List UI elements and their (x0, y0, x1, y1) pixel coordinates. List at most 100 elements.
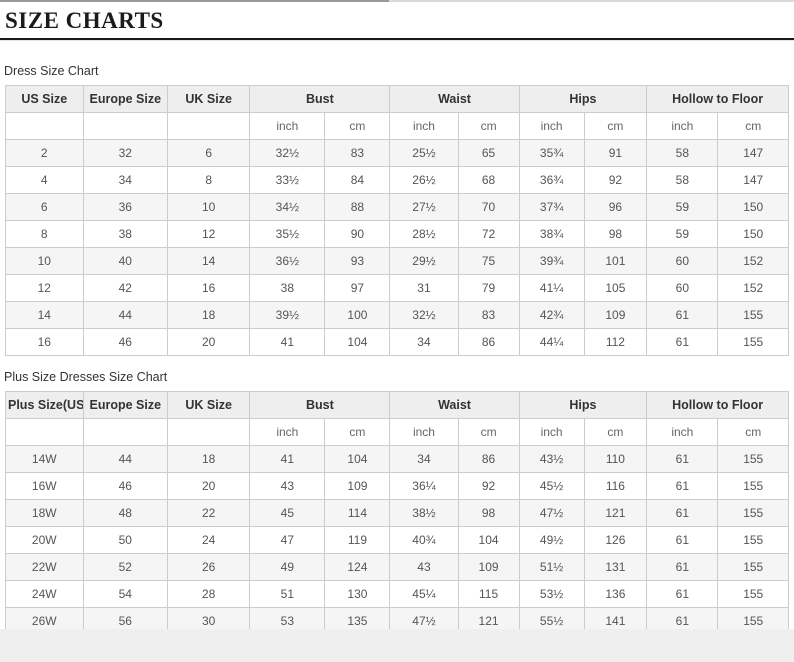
table-cell: 88 (324, 193, 391, 221)
table-cell: 50 (82, 526, 169, 554)
plus-size-chart-section: Plus Size Dresses Size Chart Plus Size(U… (0, 370, 794, 635)
table-cell: 109 (457, 553, 520, 581)
table-cell: 150 (717, 193, 789, 221)
table-cell: 31 (389, 274, 459, 302)
table-cell: 61 (646, 328, 719, 356)
column-header: UK Size (167, 391, 251, 419)
table-cell: 46 (82, 472, 169, 500)
table-cell: 52 (82, 553, 169, 581)
table-cell: 44 (82, 301, 169, 329)
table-cell: 48 (82, 499, 169, 527)
dress-chart-caption: Dress Size Chart (4, 64, 99, 78)
table-cell: 12 (167, 220, 251, 248)
table-cell: 36 (82, 193, 169, 221)
table-cell: 47 (249, 526, 326, 554)
table-cell: 47½ (518, 499, 585, 527)
table-cell: 25½ (389, 139, 459, 167)
table-cell: 38 (82, 220, 169, 248)
table-cell: 42¾ (518, 301, 585, 329)
column-header: Europe Size (82, 391, 169, 419)
table-cell: 40¾ (389, 526, 459, 554)
table-cell: 33½ (249, 166, 326, 194)
column-header: Hollow to Floor (646, 85, 789, 113)
table-row: 4 34 8 33½ 84 26½ 68 36¾ 92 58 147 (5, 166, 789, 194)
empty-header-cell (5, 112, 84, 140)
top-divider (0, 0, 794, 2)
table-cell: 42 (82, 274, 169, 302)
table-cell: 18W (5, 499, 84, 527)
table-cell: 124 (324, 553, 391, 581)
table-cell: 96 (583, 193, 648, 221)
table-cell: 16 (5, 328, 84, 356)
table-cell: 34 (82, 166, 169, 194)
column-header: Waist (389, 391, 520, 419)
table-cell: 12 (5, 274, 84, 302)
table-cell: 34 (389, 445, 459, 473)
table-cell: 155 (717, 472, 789, 500)
table-cell: 131 (583, 553, 648, 581)
empty-header-cell (167, 418, 251, 446)
empty-header-cell (82, 112, 169, 140)
table-cell: 61 (646, 553, 719, 581)
title-underline (0, 38, 794, 41)
table-cell: 60 (646, 247, 719, 275)
table-cell: 155 (717, 580, 789, 608)
table-cell: 38 (249, 274, 326, 302)
column-header: Bust (249, 85, 391, 113)
table-cell: 28 (167, 580, 251, 608)
table-cell: 32½ (389, 301, 459, 329)
table-cell: 2 (5, 139, 84, 167)
table-cell: 43 (389, 553, 459, 581)
table-cell: 72 (457, 220, 520, 248)
dress-size-chart-table: US Size Europe Size UK Size Bust Waist Hips Ho… (5, 85, 789, 356)
table-row: 24W 54 28 51 130 45¼ 115 53½ 136 61 155 (5, 580, 789, 608)
table-cell: 18 (167, 445, 251, 473)
table-cell: 109 (324, 472, 391, 500)
table-cell: 24W (5, 580, 84, 608)
table-cell: 155 (717, 553, 789, 581)
table-row: 16W 46 20 43 109 36¼ 92 45½ 116 61 155 (5, 472, 789, 500)
table-cell: 155 (717, 328, 789, 356)
plus-chart-caption: Plus Size Dresses Size Chart (4, 370, 168, 384)
unit-header: inch (389, 418, 459, 446)
table-cell: 39¾ (518, 247, 585, 275)
unit-header: inch (646, 112, 719, 140)
table-cell: 18 (167, 301, 251, 329)
table-cell: 6 (5, 193, 84, 221)
table-cell: 16 (167, 274, 251, 302)
unit-header: cm (583, 112, 648, 140)
table-cell: 92 (583, 166, 648, 194)
table-cell: 37¾ (518, 193, 585, 221)
table-cell: 27½ (389, 193, 459, 221)
table-cell: 112 (583, 328, 648, 356)
dress-size-chart-section: Dress Size Chart US Size Europe Size UK Si… (0, 64, 794, 356)
table-cell: 92 (457, 472, 520, 500)
table-cell: 59 (646, 193, 719, 221)
table-cell: 49 (249, 553, 326, 581)
unit-header: inch (249, 112, 326, 140)
empty-header-cell (5, 418, 84, 446)
table-cell: 68 (457, 166, 520, 194)
table-cell: 86 (457, 445, 520, 473)
table-cell: 35½ (249, 220, 326, 248)
table-cell: 20W (5, 526, 84, 554)
table-cell: 53½ (518, 580, 585, 608)
table-cell: 43½ (518, 445, 585, 473)
unit-header: cm (324, 418, 391, 446)
table-cell: 84 (324, 166, 391, 194)
table-cell: 121 (583, 499, 648, 527)
table-cell: 147 (717, 166, 789, 194)
table-cell: 16W (5, 472, 84, 500)
table-cell: 61 (646, 580, 719, 608)
column-header: Hips (518, 85, 648, 113)
table-cell: 115 (457, 580, 520, 608)
table-cell: 20 (167, 328, 251, 356)
table-cell: 98 (457, 499, 520, 527)
unit-header-row: inch cm inch cm inch cm inch cm (5, 418, 789, 446)
table-cell: 105 (583, 274, 648, 302)
table-cell: 104 (324, 445, 391, 473)
table-row: 2 32 6 32½ 83 25½ 65 35¾ 91 58 147 (5, 139, 789, 167)
table-row: 18W 48 22 45 114 38½ 98 47½ 121 61 155 (5, 499, 789, 527)
table-cell: 41 (249, 328, 326, 356)
